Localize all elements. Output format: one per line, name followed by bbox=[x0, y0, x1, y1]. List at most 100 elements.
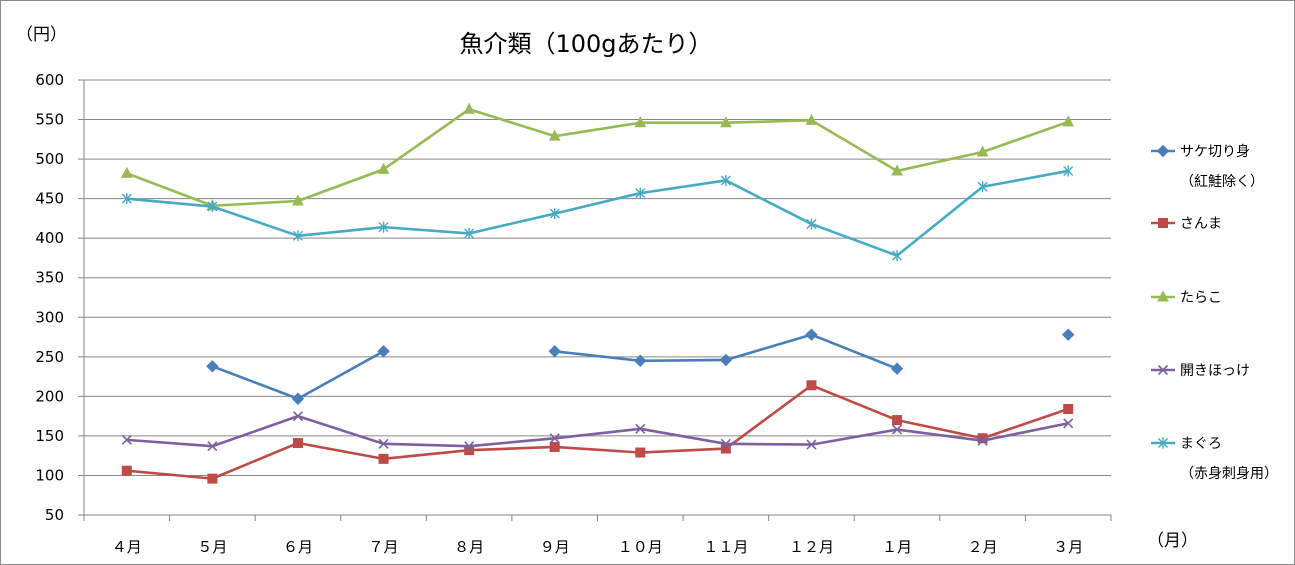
data-point bbox=[464, 441, 475, 452]
data-point bbox=[378, 221, 389, 233]
data-point bbox=[720, 438, 731, 449]
data-point bbox=[635, 423, 646, 434]
data-point bbox=[1063, 418, 1074, 429]
data-point bbox=[891, 164, 903, 176]
data-point bbox=[377, 162, 390, 174]
series-line bbox=[125, 414, 1070, 448]
data-point bbox=[292, 411, 304, 422]
legend-entry: たらこ bbox=[1151, 290, 1222, 306]
data-point bbox=[121, 465, 132, 476]
x-tick-label: １２月 bbox=[789, 538, 834, 556]
data-point bbox=[121, 193, 132, 205]
x-tick-label: １０月 bbox=[618, 538, 663, 556]
y-axis-unit-label: （円） bbox=[16, 25, 67, 45]
data-point bbox=[1062, 115, 1075, 127]
y-tick-label: 250 bbox=[35, 348, 64, 366]
data-point bbox=[635, 447, 646, 458]
data-point bbox=[892, 250, 903, 262]
y-tick-label: 450 bbox=[35, 190, 64, 208]
series-line bbox=[125, 169, 1070, 257]
x-tick-label: ６月 bbox=[283, 538, 313, 556]
data-point bbox=[292, 194, 304, 206]
gridlines bbox=[84, 79, 1111, 476]
data-point bbox=[634, 354, 647, 367]
data-point bbox=[1063, 404, 1074, 415]
legend-entry: まぐろ （赤身刺身用） bbox=[1151, 436, 1278, 482]
data-point bbox=[892, 415, 903, 426]
series-4 bbox=[121, 411, 1074, 452]
legend-marker bbox=[1157, 364, 1169, 376]
data-point bbox=[720, 116, 732, 128]
data-point bbox=[806, 380, 817, 391]
data-point bbox=[719, 353, 733, 367]
legend-label-sub: （赤身刺身用） bbox=[1180, 466, 1278, 482]
y-tick-label: 200 bbox=[35, 387, 64, 405]
data-point bbox=[378, 438, 389, 449]
legend-entry: さんま bbox=[1151, 216, 1222, 232]
legend-entry: 開きほっけ bbox=[1151, 363, 1250, 379]
data-point bbox=[549, 433, 560, 444]
axes: 600 550 500 450 400 350 300 250 200 150 100 50 ４月 ５月 ６… bbox=[35, 71, 1112, 556]
data-point bbox=[291, 392, 305, 405]
x-tick-label: ３月 bbox=[1053, 538, 1083, 556]
data-point bbox=[207, 201, 218, 213]
series-5 bbox=[121, 165, 1074, 262]
data-point bbox=[806, 439, 817, 450]
data-point bbox=[292, 438, 303, 449]
y-tick-label: 150 bbox=[35, 427, 64, 445]
series-line bbox=[125, 107, 1070, 208]
y-tick-label: 300 bbox=[35, 308, 64, 326]
data-point bbox=[549, 208, 560, 220]
series-2 bbox=[121, 380, 1074, 484]
data-point bbox=[890, 362, 904, 375]
series-line bbox=[125, 383, 1070, 480]
x-tick-label: ４月 bbox=[112, 538, 142, 556]
y-tick-label: 350 bbox=[35, 269, 64, 287]
legend-marker bbox=[1156, 144, 1170, 158]
data-point bbox=[377, 345, 390, 358]
x-tick-label: ９月 bbox=[540, 538, 570, 556]
data-point bbox=[977, 435, 988, 446]
x-tick-label: ７月 bbox=[369, 538, 399, 556]
x-tick-label: ５月 bbox=[197, 538, 227, 556]
data-point bbox=[891, 424, 903, 435]
series-group bbox=[120, 102, 1075, 484]
data-point bbox=[548, 129, 561, 141]
data-point bbox=[206, 360, 219, 373]
data-point bbox=[976, 145, 989, 157]
data-point bbox=[1063, 165, 1074, 177]
legend-label: さんま bbox=[1180, 216, 1222, 232]
y-tick-label: 500 bbox=[35, 150, 64, 168]
y-tick-label: 400 bbox=[35, 229, 64, 247]
data-point bbox=[378, 453, 389, 464]
legend-marker bbox=[1158, 437, 1168, 449]
x-axis-unit-label: （月） bbox=[1147, 531, 1198, 551]
data-point bbox=[806, 218, 817, 230]
y-tick-label: 50 bbox=[45, 506, 64, 524]
y-tick-label: 100 bbox=[35, 466, 64, 484]
data-point bbox=[720, 443, 731, 454]
data-point bbox=[292, 230, 303, 242]
data-point bbox=[463, 102, 475, 114]
x-tick-label: １１月 bbox=[703, 538, 748, 556]
data-point bbox=[207, 441, 218, 452]
data-point bbox=[805, 328, 818, 341]
legend-label: まぐろ bbox=[1180, 436, 1222, 452]
series-1 bbox=[206, 328, 1075, 405]
data-point bbox=[805, 113, 818, 125]
data-point bbox=[635, 187, 646, 199]
legend-label: たらこ bbox=[1180, 290, 1222, 306]
legend-label: 開きほっけ bbox=[1180, 363, 1250, 379]
series-3 bbox=[120, 102, 1075, 211]
data-point bbox=[548, 345, 561, 358]
data-point bbox=[977, 433, 988, 444]
legend-entry: サケ切り身 （紅鮭除く） bbox=[1151, 144, 1264, 190]
legend-marker bbox=[1158, 218, 1168, 228]
data-point bbox=[634, 116, 647, 128]
x-tick-label: ２月 bbox=[968, 538, 998, 556]
legend-marker bbox=[1157, 290, 1169, 302]
data-point bbox=[121, 434, 132, 445]
